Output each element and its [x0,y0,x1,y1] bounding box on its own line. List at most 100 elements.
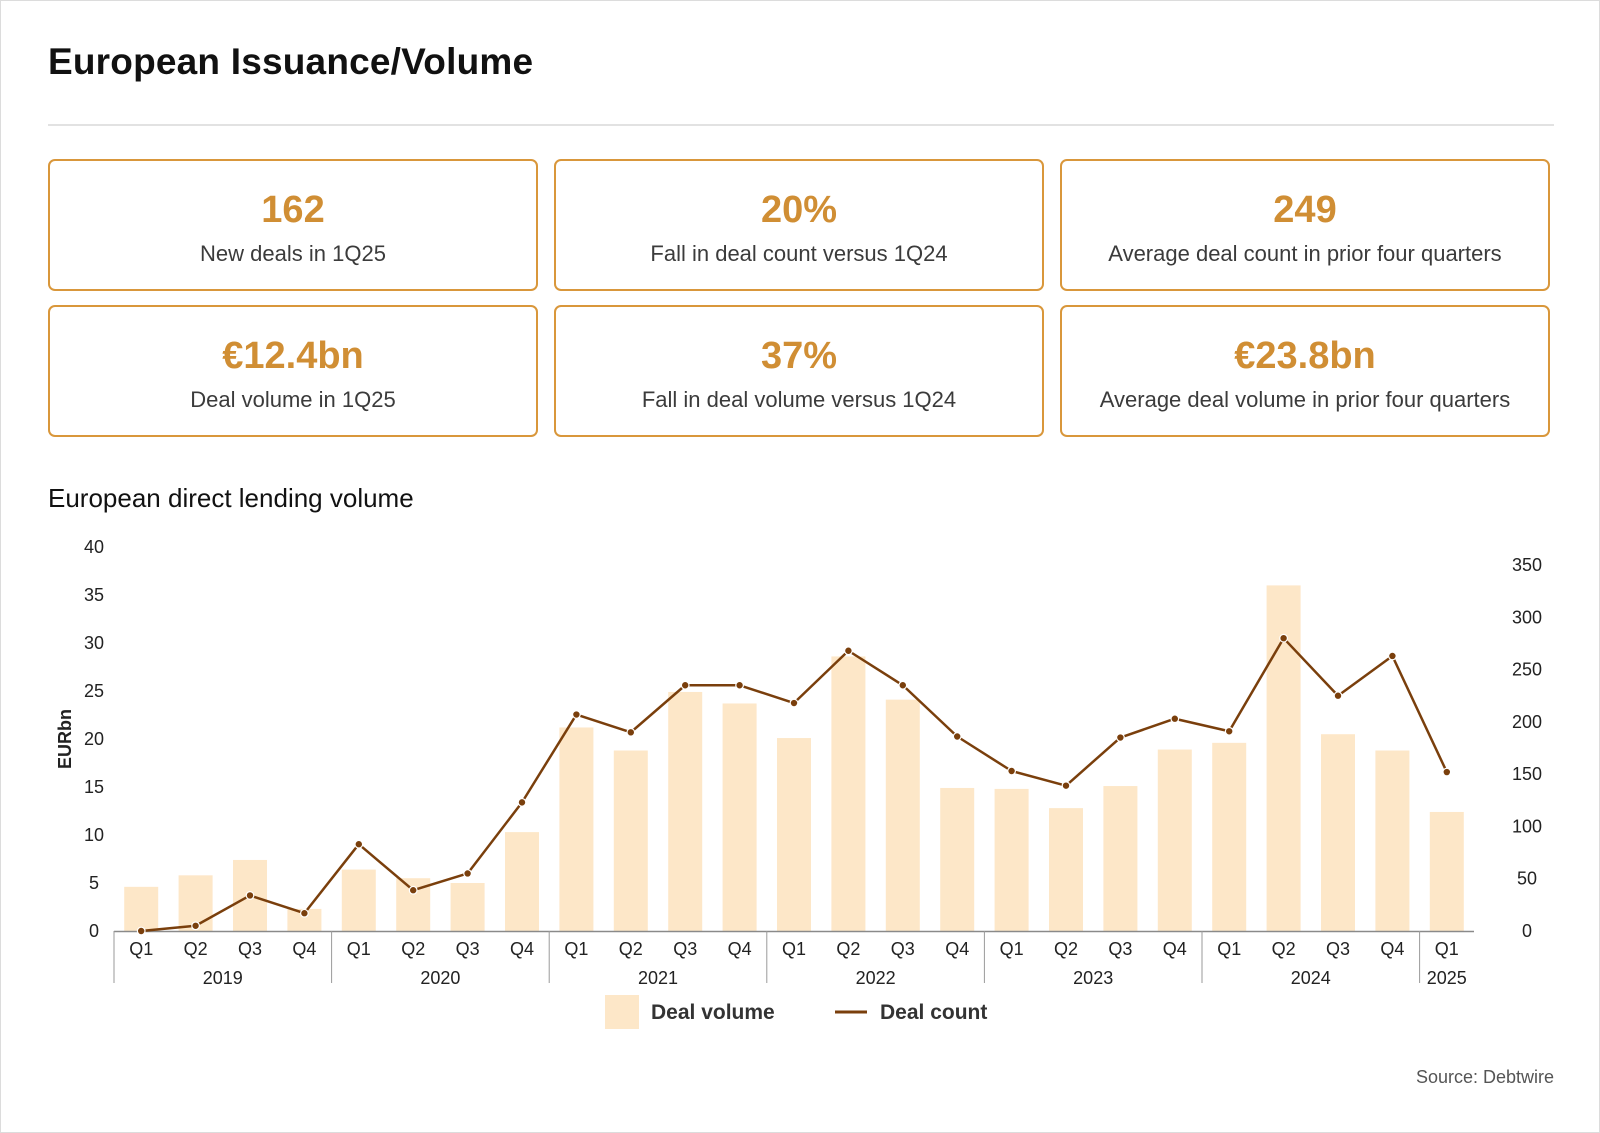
deal-count-point [1442,767,1452,777]
x-tick-label: Q1 [782,939,806,959]
volume-bar [124,886,159,931]
deal-count-point [463,869,473,878]
x-tick-label: Q3 [891,939,915,959]
volume-bar [885,699,920,931]
year-label: 2025 [1427,968,1467,988]
y2-tick-label: 250 [1512,660,1542,680]
x-tick-label: Q4 [292,939,316,959]
volume-bar [1321,734,1355,931]
y2-tick-label: 150 [1512,764,1542,784]
title-divider [48,124,1554,126]
year-label: 2022 [856,968,896,988]
year-label: 2020 [420,968,460,988]
x-tick-label: Q4 [1163,939,1187,959]
x-tick-label: Q4 [728,939,752,959]
deal-count-point [191,921,201,931]
y-tick-label: 15 [84,777,104,797]
deal-count-point [572,710,581,719]
y-tick-label: 5 [89,873,99,893]
volume-bar [341,869,376,931]
x-tick-label: Q1 [129,939,153,959]
y-tick-label: 40 [84,537,104,557]
deal-count-point [1007,766,1016,776]
legend-label-deal-volume: Deal volume [651,1001,775,1024]
deal-count-point [245,891,255,900]
volume-bar [940,787,975,931]
y-tick-label: 20 [84,729,104,749]
x-tick-label: Q1 [347,939,371,959]
x-tick-label: Q2 [1272,939,1296,959]
volume-bar [505,832,539,931]
deal-count-point [626,727,636,737]
stat-card-deal-volume-fall: 37% Fall in deal volume versus 1Q24 [554,305,1044,437]
volume-bar [1103,786,1138,931]
stat-card-new-deals: 162 New deals in 1Q25 [48,159,538,291]
x-tick-label: Q1 [1217,939,1241,959]
deal-count-point [1061,781,1071,791]
y-tick-label: 0 [89,921,99,941]
volume-bar [287,908,322,931]
stat-card-deal-count-fall: 20% Fall in deal count versus 1Q24 [554,159,1044,291]
x-tick-label: Q4 [510,939,534,959]
y-tick-label: 35 [84,585,104,605]
year-label: 2023 [1073,968,1113,988]
x-tick-label: Q2 [619,939,643,959]
stat-label: Deal volume in 1Q25 [190,387,396,412]
deal-count-point [1170,714,1180,724]
volume-bar [1212,742,1247,931]
deal-count-point [1279,633,1288,643]
stat-label: New deals in 1Q25 [200,241,386,266]
stat-label: Average deal volume in prior four quarte… [1099,387,1511,412]
volume-bar [613,750,648,931]
x-tick-label: Q3 [1326,939,1350,959]
y2-tick-label: 350 [1512,555,1542,575]
volume-bar [668,691,703,931]
x-tick-label: Q3 [673,939,697,959]
x-tick-label: Q2 [836,939,860,959]
lending-volume-chart: 0510152025303540050100150200250300350EUR… [55,537,1542,1029]
deal-count-point [408,885,418,895]
deal-count-point [680,680,690,690]
volume-bar [1429,811,1464,931]
deal-count-point [300,908,309,918]
y2-tick-label: 50 [1517,869,1537,889]
deal-count-point [136,926,146,936]
stat-card-avg-deal-count: 249 Average deal count in prior four qua… [1060,159,1550,291]
volume-bar [831,656,866,931]
source-note: Source: Debtwire [1415,1067,1554,1087]
stat-value: 162 [261,189,325,231]
deal-count-point [1115,733,1125,742]
deal-count-point [844,646,853,656]
x-tick-label: Q1 [1435,939,1459,959]
x-tick-label: Q2 [401,939,425,959]
stat-label: Average deal count in prior four quarter… [1108,241,1502,266]
deal-count-point [735,680,744,690]
stat-value: €23.8bn [1234,335,1376,377]
stat-value: 249 [1273,189,1337,231]
volume-bar [1157,749,1192,931]
x-tick-label: Q3 [456,939,480,959]
chart-title: European direct lending volume [48,483,414,513]
volume-bar [777,738,811,931]
volume-bar [994,788,1029,931]
volume-bar [1049,808,1083,931]
deal-count-point [789,698,799,708]
x-tick-label: Q3 [238,939,262,959]
page-title: European Issuance/Volume [48,41,534,82]
y2-tick-label: 200 [1512,712,1542,732]
deal-count-point [1387,651,1397,661]
x-tick-label: Q1 [564,939,588,959]
y-tick-label: 30 [84,633,104,653]
x-tick-label: Q3 [1108,939,1132,959]
y-axis-label: EURbn [55,709,75,769]
stat-value: €12.4bn [222,335,364,377]
deal-count-point [517,797,527,807]
y2-tick-label: 0 [1522,921,1532,941]
legend-swatch-deal-volume [605,995,639,1029]
y-tick-label: 10 [84,825,104,845]
year-label: 2019 [203,968,243,988]
x-tick-label: Q2 [184,939,208,959]
volume-bar [559,727,594,931]
volume-bar [722,703,757,931]
